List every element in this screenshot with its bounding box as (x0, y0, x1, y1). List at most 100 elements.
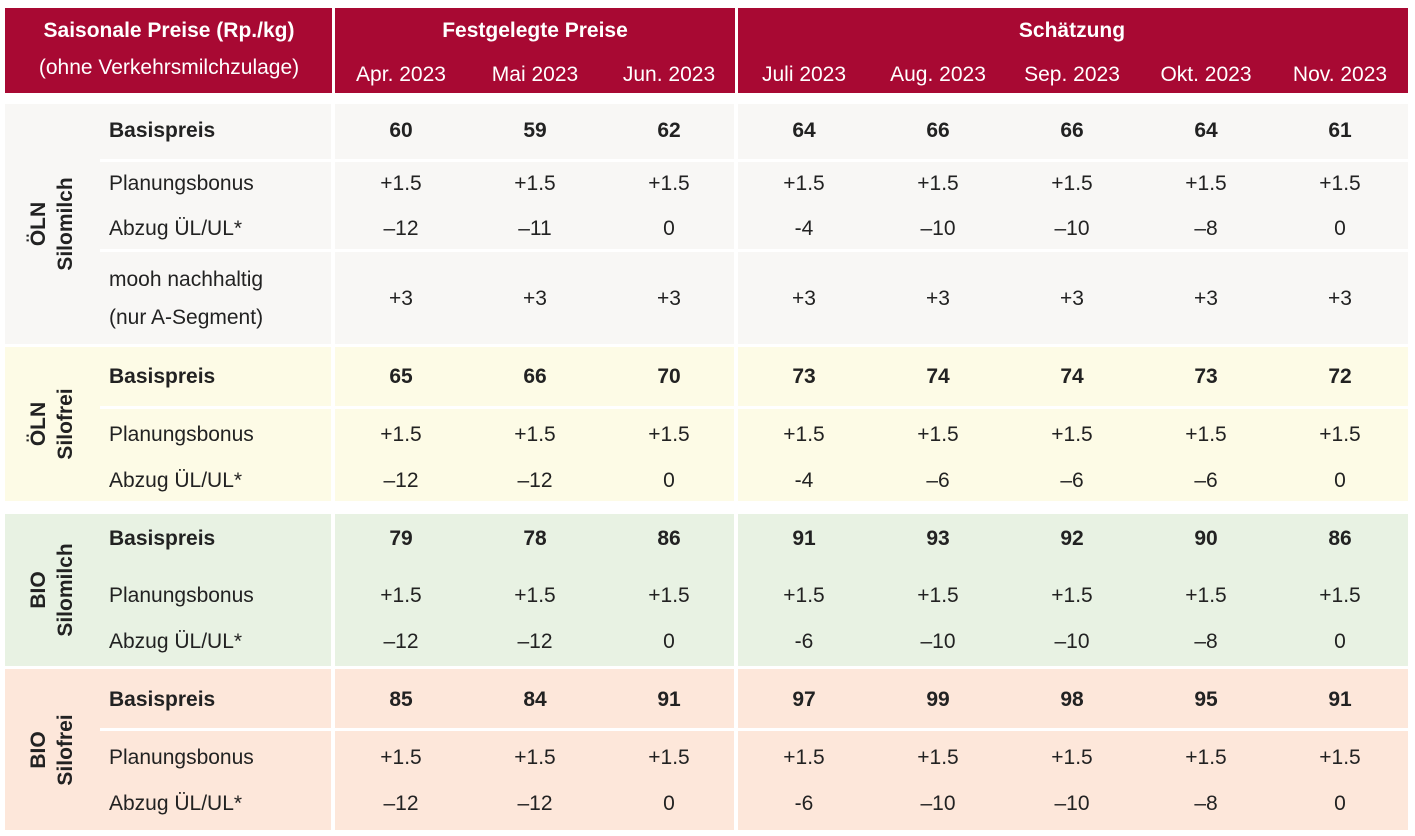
table-cell: –6 (926, 469, 950, 492)
table-cell: 0 (1334, 217, 1346, 240)
month-header: Jun. 2023 (622, 63, 716, 86)
table-cell: +3 (1060, 287, 1084, 310)
table-cell: 0 (1334, 792, 1346, 815)
table-cell: +1.5 (514, 584, 556, 607)
row-divider (100, 728, 1408, 731)
table-title: Saisonale Preise (Rp./kg) (43, 19, 295, 42)
table-cell: +1.5 (648, 746, 690, 769)
table-cell: –10 (920, 792, 956, 815)
table-cell: +1.5 (1319, 746, 1361, 769)
header-title-cell (5, 8, 332, 93)
table-cell: 91 (657, 688, 681, 711)
table-cell: +1.5 (380, 746, 422, 769)
row-divider (100, 159, 1408, 162)
table-cell: -6 (794, 792, 814, 815)
row-label: Abzug ÜL/UL* (109, 792, 243, 815)
section-label-primary: BIO (27, 730, 50, 769)
table-cell: +1.5 (380, 172, 422, 195)
section-label-primary: ÖLN (27, 401, 50, 447)
table-cell: +1.5 (1319, 584, 1361, 607)
section-block (5, 347, 1408, 501)
table-cell: –12 (517, 630, 553, 653)
table-cell: 70 (657, 365, 681, 388)
month-header: Aug. 2023 (890, 63, 986, 86)
table-cell: 90 (1194, 527, 1218, 550)
table-cell: –8 (1194, 217, 1218, 240)
table-cell: +3 (926, 287, 950, 310)
row-label: Planungsbonus (109, 423, 254, 446)
table-cell: +1.5 (917, 746, 959, 769)
table-cell: 66 (926, 119, 950, 142)
table-cell: 0 (663, 217, 675, 240)
table-cell: +1.5 (1185, 584, 1227, 607)
table-subtitle: (ohne Verkehrsmilchzulage) (38, 56, 300, 79)
table-cell: 93 (926, 527, 950, 550)
table-cell: +1.5 (380, 584, 422, 607)
table-cell: -4 (794, 217, 814, 240)
section-block (5, 104, 1408, 344)
row-label: Planungsbonus (109, 172, 254, 195)
table-cell: 91 (1328, 688, 1352, 711)
column-separator (331, 347, 335, 501)
group-estimate: Schätzung (1018, 19, 1126, 42)
table-cell: 0 (663, 630, 675, 653)
table-cell: 86 (657, 527, 681, 550)
row-divider (100, 406, 1408, 409)
table-cell: +1.5 (1185, 423, 1227, 446)
table-cell: +1.5 (783, 746, 825, 769)
section-label-secondary: Silofrei (54, 388, 77, 460)
header-fixed-prices-cell (335, 8, 735, 93)
table-cell: +1.5 (1051, 172, 1093, 195)
table-cell: 64 (792, 119, 816, 142)
table-cell: –12 (517, 469, 553, 492)
column-separator (331, 104, 335, 344)
table-cell: +3 (1328, 287, 1352, 310)
column-separator (331, 514, 335, 666)
table-cell: +1.5 (1051, 746, 1093, 769)
table-cell: +1.5 (917, 172, 959, 195)
table-cell: +1.5 (783, 172, 825, 195)
section-block (5, 669, 1408, 830)
section-label: ÖLN Silofrei (25, 388, 79, 459)
table-cell: 84 (523, 688, 547, 711)
row-label: Abzug ÜL/UL* (109, 630, 243, 653)
table-cell: +1.5 (1185, 746, 1227, 769)
row-label: Planungsbonus (109, 746, 254, 769)
table-cell: –10 (920, 630, 956, 653)
row-label: Basispreis (109, 527, 216, 550)
column-separator (734, 104, 738, 344)
table-cell: +3 (792, 287, 816, 310)
row-label: mooh nachhaltig (109, 268, 264, 291)
column-separator (734, 514, 738, 666)
table-cell: +1.5 (380, 423, 422, 446)
table-cell: –11 (518, 217, 552, 240)
table-cell: –12 (383, 630, 419, 653)
row-label: Basispreis (109, 365, 216, 388)
month-header: Nov. 2023 (1292, 63, 1388, 86)
table-cell: +1.5 (514, 423, 556, 446)
table-cell: +1.5 (917, 423, 959, 446)
table-cell: –10 (1054, 630, 1090, 653)
table-cell: –12 (517, 792, 553, 815)
table-cell: –8 (1194, 630, 1218, 653)
section-label-secondary: Silomilch (54, 177, 77, 271)
table-cell: –10 (1054, 792, 1090, 815)
row-label: Basispreis (109, 688, 216, 711)
table-cell: 73 (1194, 365, 1218, 388)
section-block (5, 514, 1408, 666)
column-separator (734, 347, 738, 501)
table-cell: 0 (663, 469, 675, 492)
month-header: Juli 2023 (761, 63, 847, 86)
table-cell: –12 (383, 469, 419, 492)
table-cell: 99 (926, 688, 950, 711)
table-cell: –8 (1194, 792, 1218, 815)
table-cell: 98 (1060, 688, 1084, 711)
row-label: Abzug ÜL/UL* (109, 217, 243, 240)
row-label: Abzug ÜL/UL* (109, 469, 243, 492)
table-cell: -4 (794, 469, 814, 492)
table-cell: 92 (1060, 527, 1084, 550)
table-cell: +1.5 (1319, 172, 1361, 195)
column-separator (331, 669, 335, 830)
table-cell: 73 (792, 365, 816, 388)
row-label: Basispreis (109, 119, 216, 142)
